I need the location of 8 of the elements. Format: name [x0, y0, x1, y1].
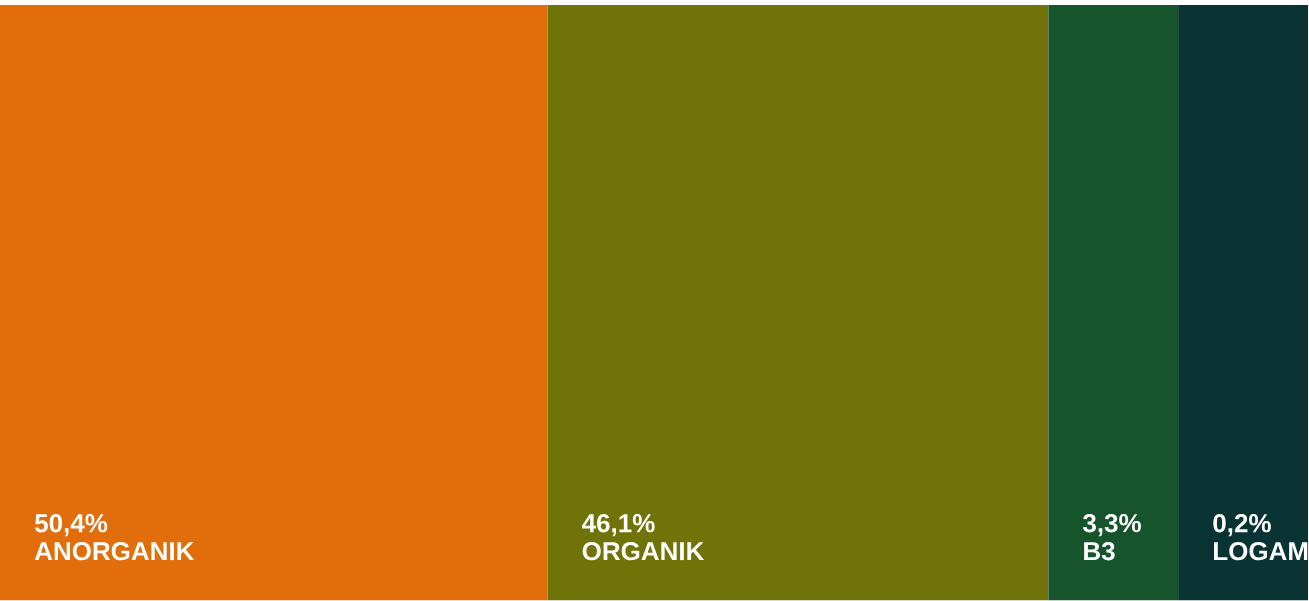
category-label: ANORGANIK: [34, 542, 195, 561]
category-label: ORGANIK: [582, 542, 705, 561]
data-label: 50,4%: [34, 514, 108, 537]
category-label: LOGAM: [1214, 542, 1308, 561]
data-label: 46,1%: [582, 514, 655, 537]
data-label: 0,2%: [1213, 514, 1271, 537]
data-label: 3,3%: [1083, 514, 1141, 537]
category-label: B3: [1084, 542, 1115, 561]
